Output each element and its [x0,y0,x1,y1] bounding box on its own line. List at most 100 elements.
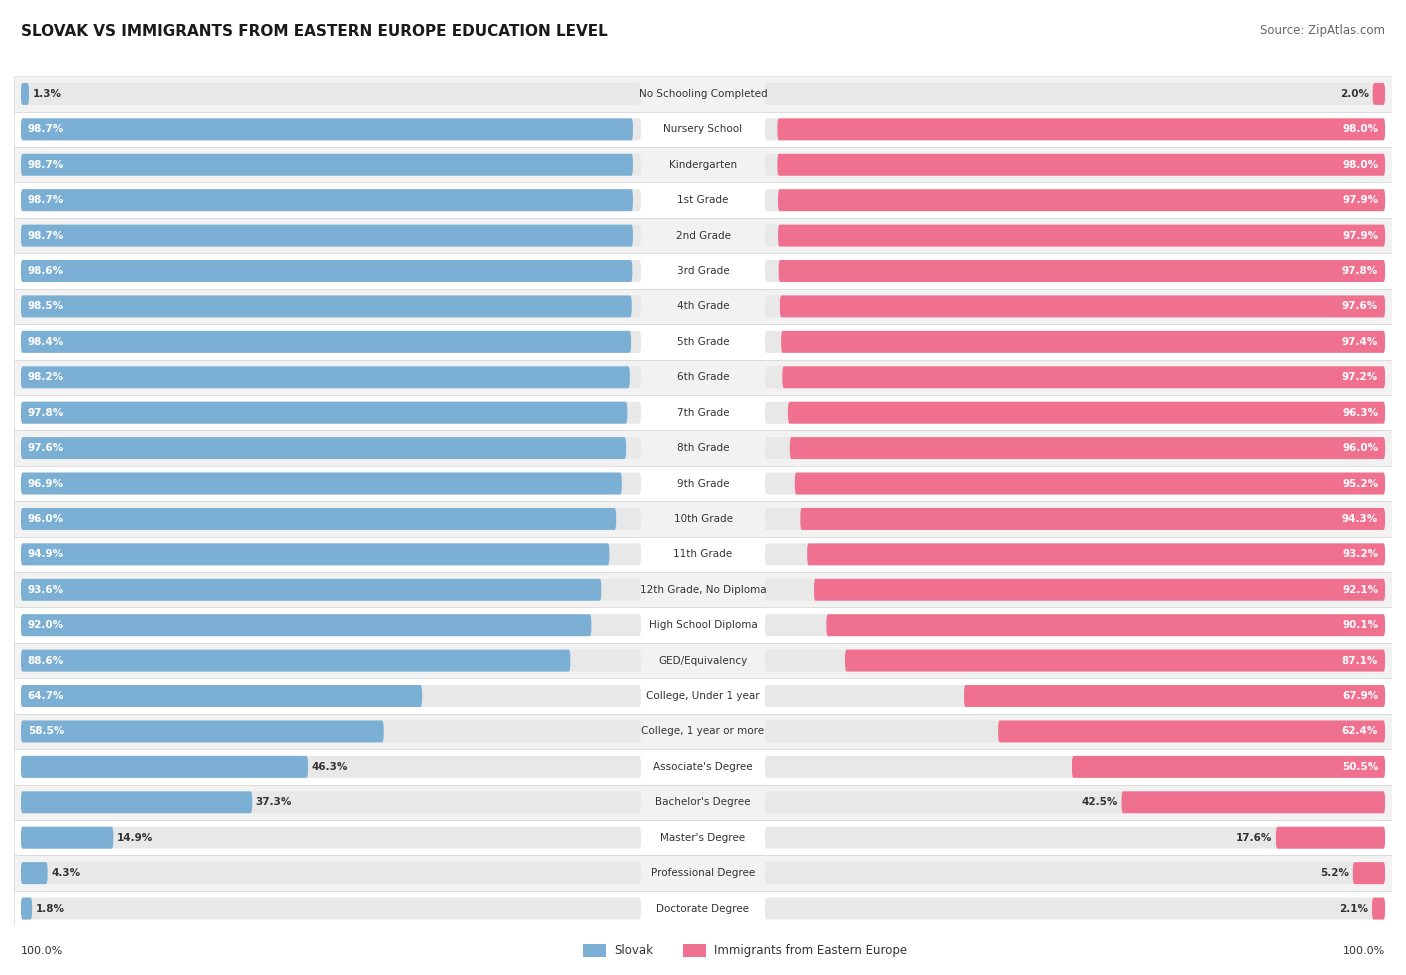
Text: 97.6%: 97.6% [28,443,65,453]
FancyBboxPatch shape [765,827,1385,848]
FancyBboxPatch shape [14,76,1392,111]
FancyBboxPatch shape [1122,792,1385,813]
FancyBboxPatch shape [1372,83,1385,105]
FancyBboxPatch shape [21,331,631,353]
Text: 64.7%: 64.7% [28,691,65,701]
Text: 6th Grade: 6th Grade [676,372,730,382]
Text: 2.1%: 2.1% [1340,904,1368,914]
Text: 67.9%: 67.9% [1341,691,1378,701]
FancyBboxPatch shape [14,289,1392,324]
FancyBboxPatch shape [21,508,641,530]
FancyBboxPatch shape [14,749,1392,785]
FancyBboxPatch shape [794,473,1385,494]
FancyBboxPatch shape [21,154,641,176]
FancyBboxPatch shape [14,643,1392,679]
FancyBboxPatch shape [14,430,1392,466]
FancyBboxPatch shape [583,944,606,957]
FancyBboxPatch shape [21,579,641,601]
FancyBboxPatch shape [21,367,630,388]
FancyBboxPatch shape [765,579,1385,601]
FancyBboxPatch shape [765,649,1385,672]
Text: Source: ZipAtlas.com: Source: ZipAtlas.com [1260,24,1385,37]
Text: Professional Degree: Professional Degree [651,868,755,878]
FancyBboxPatch shape [21,367,641,388]
FancyBboxPatch shape [965,685,1385,707]
FancyBboxPatch shape [21,614,592,636]
FancyBboxPatch shape [765,83,1385,105]
FancyBboxPatch shape [21,83,641,105]
FancyBboxPatch shape [14,820,1392,855]
FancyBboxPatch shape [21,118,641,140]
Text: 58.5%: 58.5% [28,726,65,736]
FancyBboxPatch shape [807,543,1385,566]
FancyBboxPatch shape [765,543,1385,566]
Text: 4th Grade: 4th Grade [676,301,730,311]
FancyBboxPatch shape [14,501,1392,536]
Text: 92.1%: 92.1% [1343,585,1378,595]
FancyBboxPatch shape [765,614,1385,636]
Text: Immigrants from Eastern Europe: Immigrants from Eastern Europe [714,944,907,957]
FancyBboxPatch shape [14,324,1392,360]
Text: 1.3%: 1.3% [32,89,62,98]
FancyBboxPatch shape [14,785,1392,820]
FancyBboxPatch shape [765,437,1385,459]
FancyBboxPatch shape [765,473,1385,494]
FancyBboxPatch shape [765,898,1385,919]
Text: 2.0%: 2.0% [1340,89,1369,98]
FancyBboxPatch shape [21,721,384,742]
Text: 96.0%: 96.0% [1343,443,1378,453]
Text: 98.7%: 98.7% [28,231,65,241]
FancyBboxPatch shape [21,792,641,813]
Text: 8th Grade: 8th Grade [676,443,730,453]
Text: 4.3%: 4.3% [51,868,80,878]
FancyBboxPatch shape [765,367,1385,388]
Text: College, 1 year or more: College, 1 year or more [641,726,765,736]
FancyBboxPatch shape [765,331,1385,353]
FancyBboxPatch shape [14,714,1392,749]
FancyBboxPatch shape [21,189,641,212]
FancyBboxPatch shape [779,260,1385,282]
FancyBboxPatch shape [14,111,1392,147]
Text: 94.3%: 94.3% [1341,514,1378,524]
FancyBboxPatch shape [21,331,641,353]
Text: 50.5%: 50.5% [1341,761,1378,772]
FancyBboxPatch shape [845,649,1385,672]
Text: 5th Grade: 5th Grade [676,336,730,347]
FancyBboxPatch shape [21,402,641,424]
FancyBboxPatch shape [778,189,1385,212]
FancyBboxPatch shape [21,649,571,672]
Text: 95.2%: 95.2% [1343,479,1378,488]
FancyBboxPatch shape [21,862,641,884]
FancyBboxPatch shape [1275,827,1385,848]
Text: Master's Degree: Master's Degree [661,833,745,842]
Text: College, Under 1 year: College, Under 1 year [647,691,759,701]
FancyBboxPatch shape [21,189,633,212]
Text: 97.6%: 97.6% [1341,301,1378,311]
FancyBboxPatch shape [778,154,1385,176]
FancyBboxPatch shape [14,466,1392,501]
Text: 98.6%: 98.6% [28,266,63,276]
Text: GED/Equivalency: GED/Equivalency [658,655,748,666]
Text: 88.6%: 88.6% [28,655,65,666]
Text: 97.9%: 97.9% [1343,195,1378,205]
FancyBboxPatch shape [765,224,1385,247]
Text: 98.0%: 98.0% [1343,125,1378,135]
FancyBboxPatch shape [21,260,641,282]
FancyBboxPatch shape [21,649,641,672]
FancyBboxPatch shape [778,118,1385,140]
FancyBboxPatch shape [14,182,1392,217]
FancyBboxPatch shape [21,579,602,601]
Text: 93.6%: 93.6% [28,585,63,595]
FancyBboxPatch shape [21,685,422,707]
FancyBboxPatch shape [21,154,633,176]
Text: No Schooling Completed: No Schooling Completed [638,89,768,98]
Text: 97.2%: 97.2% [1341,372,1378,382]
Text: 98.7%: 98.7% [28,160,65,170]
Text: 96.9%: 96.9% [28,479,63,488]
FancyBboxPatch shape [21,224,641,247]
Text: 12th Grade, No Diploma: 12th Grade, No Diploma [640,585,766,595]
Text: 98.4%: 98.4% [28,336,65,347]
FancyBboxPatch shape [778,224,1385,247]
FancyBboxPatch shape [814,579,1385,601]
FancyBboxPatch shape [21,118,633,140]
